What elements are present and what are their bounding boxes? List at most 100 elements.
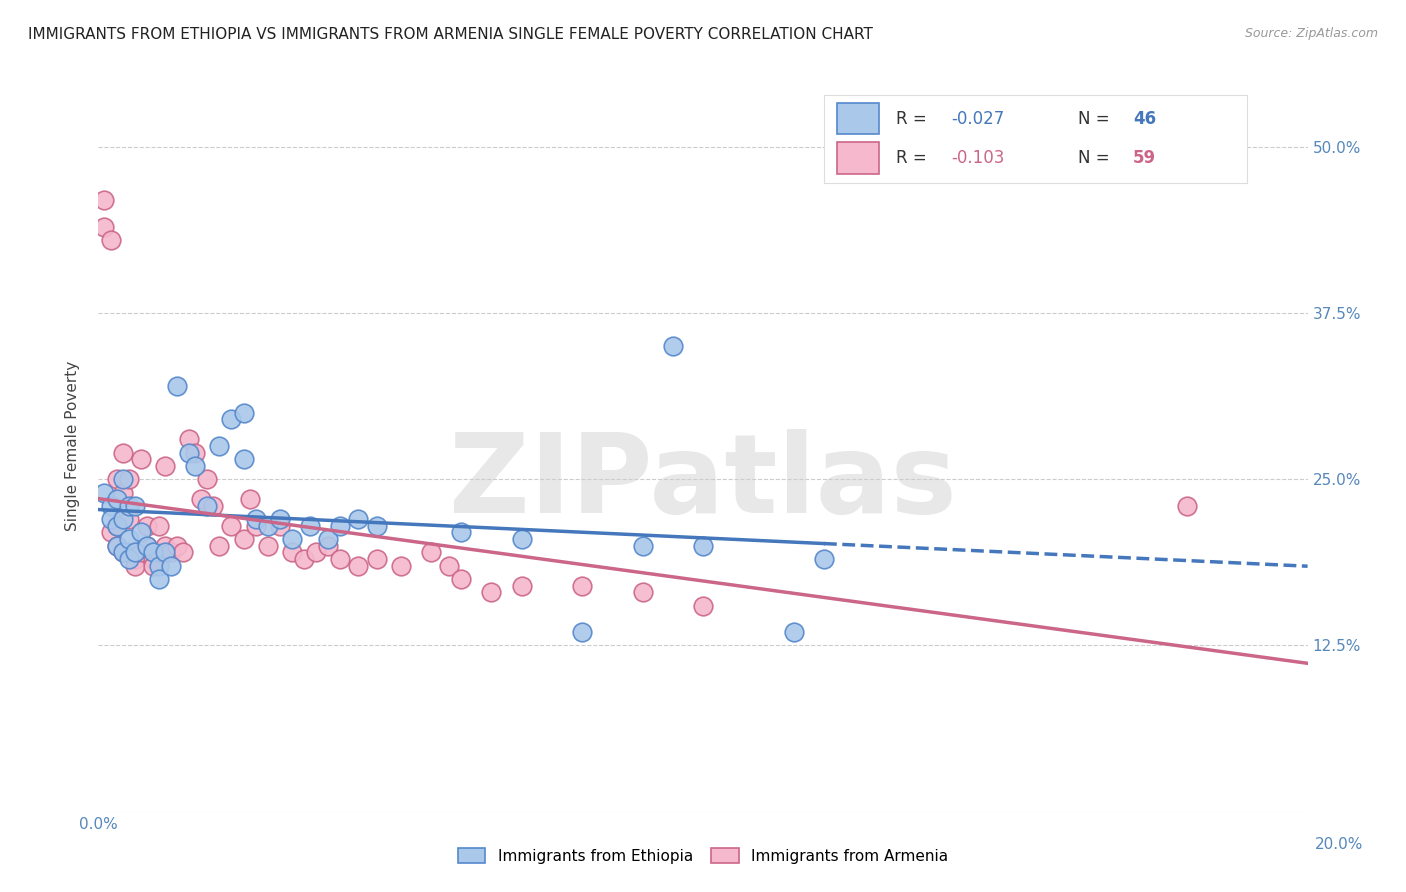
Point	[179, 433, 201, 447]
Point	[316, 539, 339, 553]
Point	[135, 518, 157, 533]
Point	[329, 518, 352, 533]
Point	[118, 552, 141, 566]
Point	[93, 485, 115, 500]
Point	[172, 545, 194, 559]
Point	[245, 512, 267, 526]
Point	[195, 499, 218, 513]
Point	[783, 625, 806, 640]
Y-axis label: Single Female Poverty: Single Female Poverty	[65, 361, 80, 531]
Point	[100, 499, 122, 513]
Point	[184, 445, 207, 459]
Point	[481, 585, 503, 599]
Point	[111, 472, 134, 486]
Point	[100, 525, 122, 540]
Point	[111, 545, 134, 559]
Point	[111, 485, 134, 500]
Point	[148, 545, 170, 559]
Point	[347, 512, 370, 526]
Point	[232, 406, 254, 420]
Point	[93, 193, 115, 207]
Point	[148, 518, 170, 533]
Point	[245, 518, 267, 533]
Point	[195, 472, 218, 486]
Point	[450, 525, 472, 540]
Point	[124, 545, 146, 559]
Point	[111, 445, 134, 459]
Text: N =: N =	[1078, 110, 1115, 128]
Point	[100, 512, 122, 526]
Point	[329, 552, 352, 566]
Text: R =: R =	[896, 149, 932, 167]
Point	[281, 545, 304, 559]
Text: -0.027: -0.027	[950, 110, 1004, 128]
Text: R =: R =	[896, 110, 932, 128]
Point	[299, 518, 322, 533]
Point	[105, 539, 128, 553]
Text: IMMIGRANTS FROM ETHIOPIA VS IMMIGRANTS FROM ARMENIA SINGLE FEMALE POVERTY CORREL: IMMIGRANTS FROM ETHIOPIA VS IMMIGRANTS F…	[28, 27, 873, 42]
Text: -0.103: -0.103	[950, 149, 1004, 167]
Point	[179, 445, 201, 459]
Point	[256, 539, 278, 553]
Point	[105, 518, 128, 533]
Point	[135, 539, 157, 553]
Point	[190, 492, 212, 507]
Point	[510, 532, 533, 546]
Point	[232, 532, 254, 546]
Point	[239, 492, 262, 507]
Text: Source: ZipAtlas.com: Source: ZipAtlas.com	[1244, 27, 1378, 40]
Point	[111, 512, 134, 526]
Point	[142, 545, 165, 559]
Point	[571, 625, 593, 640]
Point	[142, 545, 165, 559]
Point	[129, 452, 152, 467]
Point	[347, 558, 370, 573]
Point	[118, 545, 141, 559]
Point	[420, 545, 443, 559]
Point	[662, 339, 685, 353]
Point	[153, 458, 176, 473]
Point	[450, 572, 472, 586]
Point	[105, 539, 128, 553]
Point	[631, 539, 654, 553]
Point	[93, 219, 115, 234]
Point	[148, 572, 170, 586]
Point	[153, 539, 176, 553]
Text: 20.0%: 20.0%	[1315, 837, 1362, 852]
Point	[105, 518, 128, 533]
Point	[256, 518, 278, 533]
Point	[118, 472, 141, 486]
Point	[184, 458, 207, 473]
Point	[142, 552, 165, 566]
Point	[105, 472, 128, 486]
Point	[105, 492, 128, 507]
Point	[292, 552, 315, 566]
Point	[148, 558, 170, 573]
Point	[129, 545, 152, 559]
Point	[135, 539, 157, 553]
Point	[124, 558, 146, 573]
Point	[124, 499, 146, 513]
Point	[153, 545, 176, 559]
Point	[124, 552, 146, 566]
Point	[366, 518, 388, 533]
Point	[166, 539, 188, 553]
Point	[366, 552, 388, 566]
Point	[269, 512, 291, 526]
Point	[316, 532, 339, 546]
Point	[281, 532, 304, 546]
Point	[166, 379, 188, 393]
Text: 59: 59	[1133, 149, 1156, 167]
Point	[571, 579, 593, 593]
Point	[1175, 499, 1198, 513]
Point	[208, 439, 231, 453]
Point	[100, 233, 122, 247]
Point	[631, 585, 654, 599]
Text: 46: 46	[1133, 110, 1156, 128]
Legend: Immigrants from Ethiopia, Immigrants from Armenia: Immigrants from Ethiopia, Immigrants fro…	[451, 842, 955, 870]
Text: N =: N =	[1078, 149, 1115, 167]
Point	[208, 539, 231, 553]
Point	[692, 599, 714, 613]
Point	[232, 452, 254, 467]
Point	[129, 525, 152, 540]
